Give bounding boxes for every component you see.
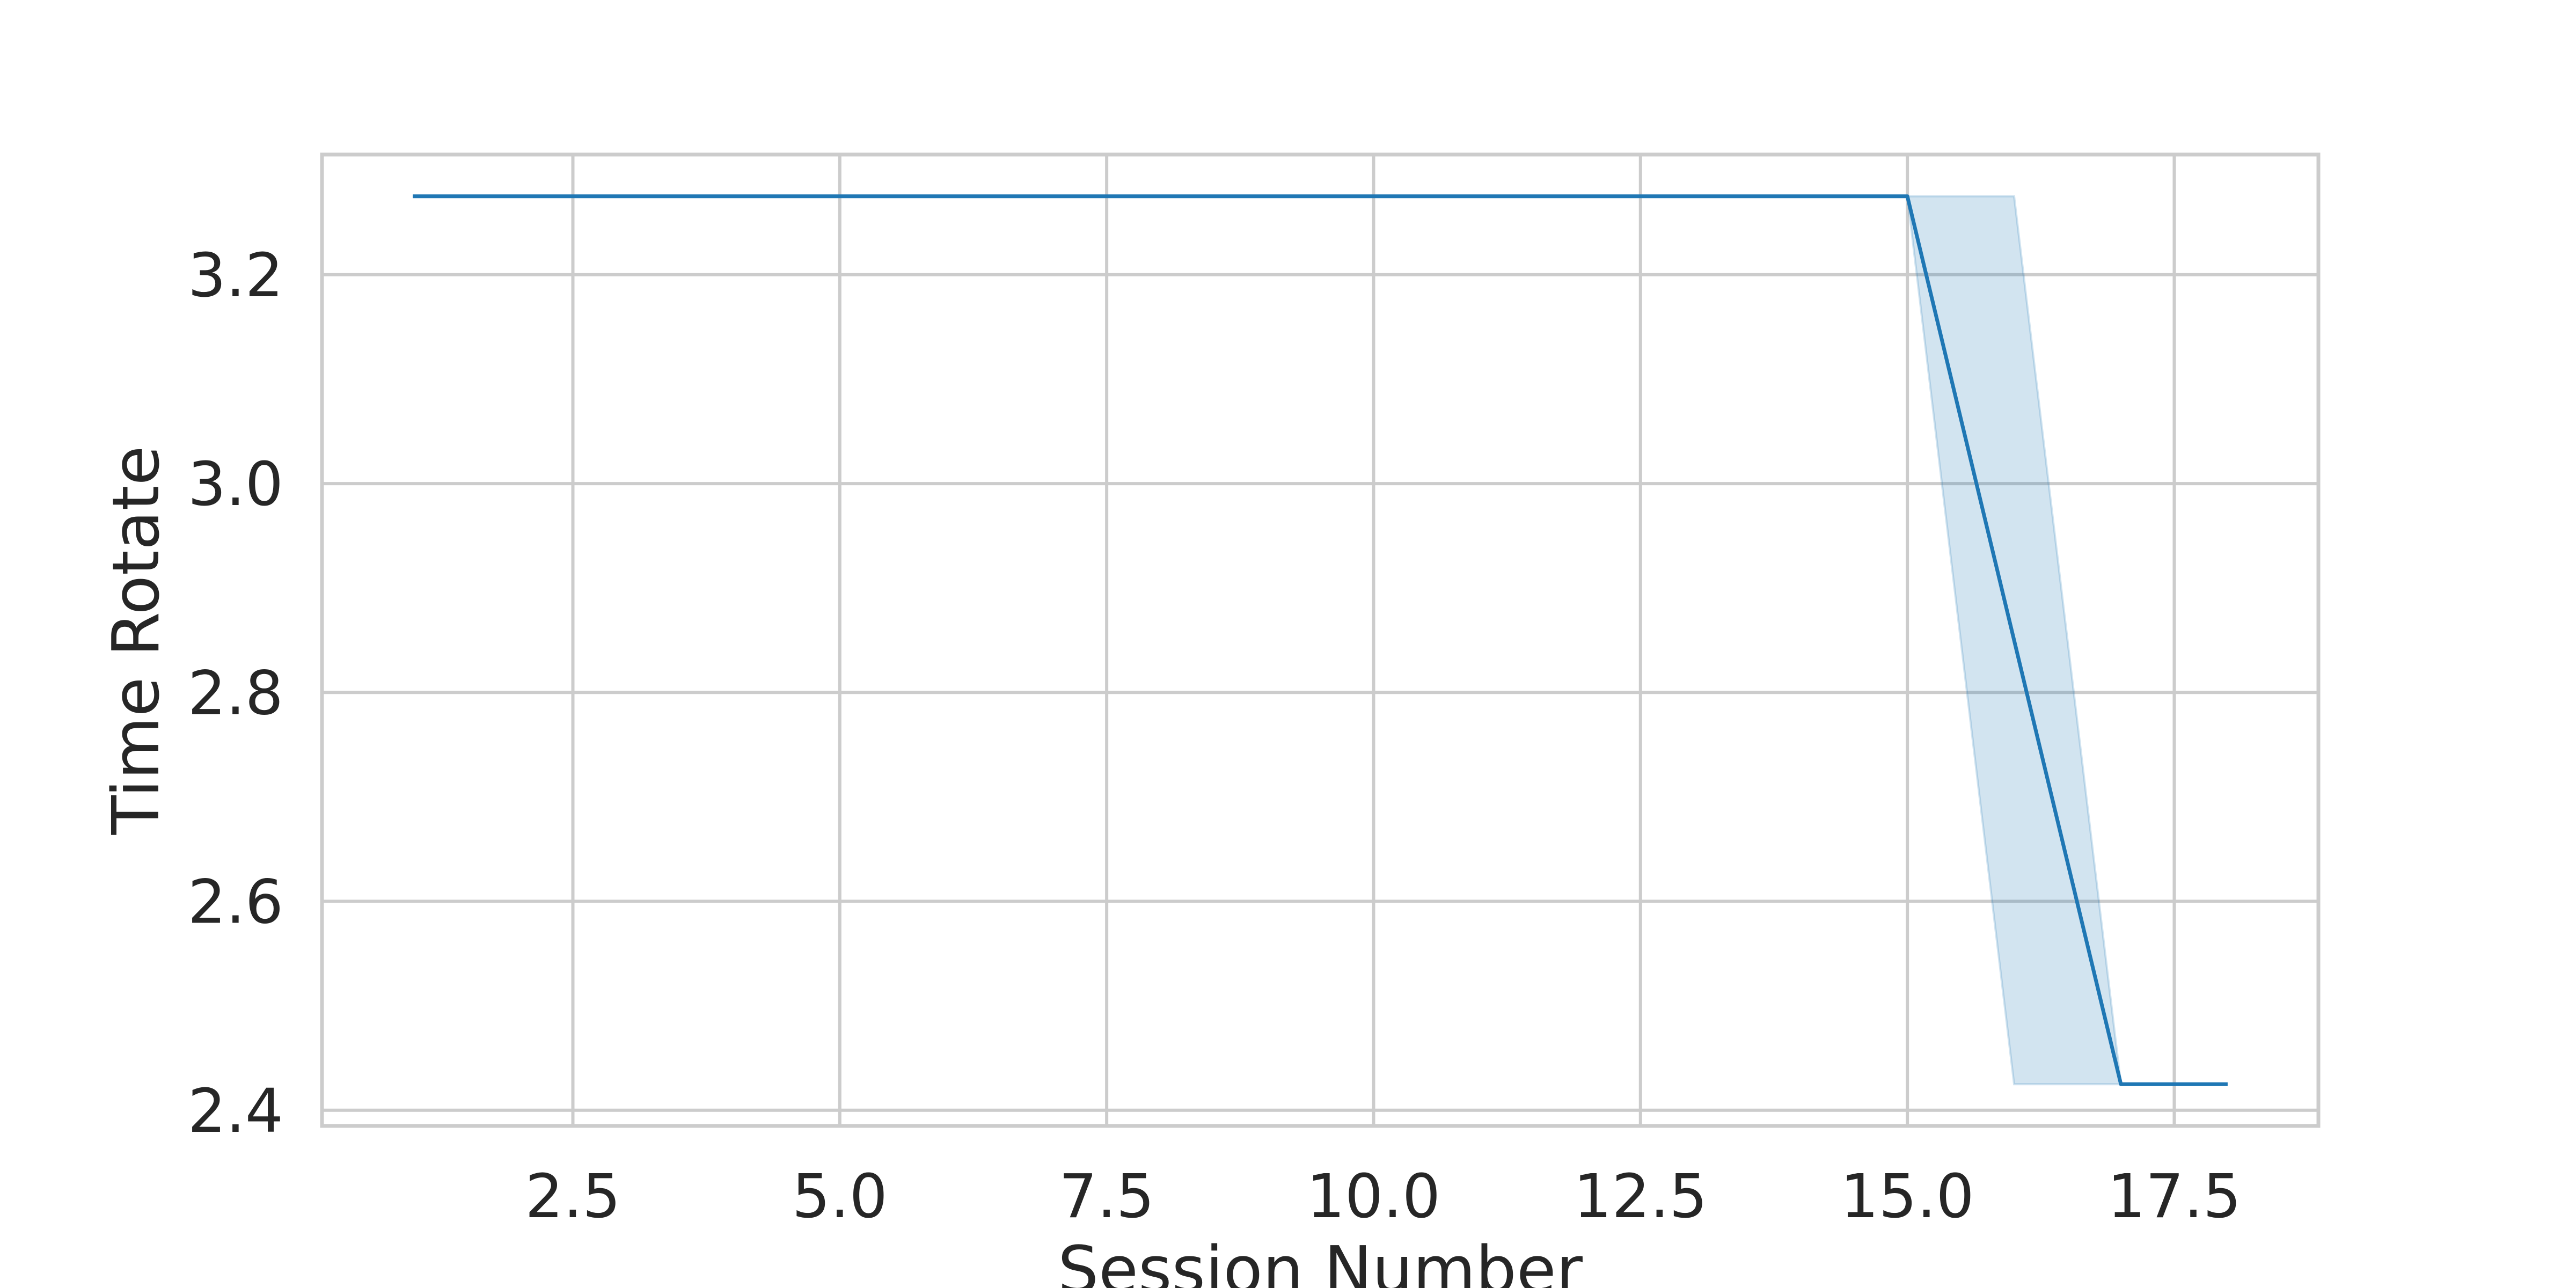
x-tick-label: 2.5 [525, 1162, 620, 1232]
y-tick-label: 2.8 [188, 658, 283, 728]
x-tick-label: 12.5 [1574, 1162, 1707, 1232]
series-line [413, 194, 2228, 1086]
y-tick-labels: 2.4 2.6 2.8 3.0 3.2 [188, 241, 283, 1146]
x-tick-label: 7.5 [1059, 1162, 1154, 1232]
grid-lines [322, 155, 2318, 1126]
series-layer [413, 194, 2228, 1086]
y-tick-label: 2.4 [188, 1077, 283, 1146]
y-tick-label: 2.6 [188, 868, 283, 938]
y-tick-label: 3.2 [188, 241, 283, 311]
y-tick-label: 3.0 [188, 450, 283, 519]
confidence-band [413, 195, 2228, 1086]
x-tick-label: 17.5 [2107, 1162, 2241, 1232]
x-tick-label: 15.0 [1840, 1162, 1974, 1232]
x-tick-labels: 2.5 5.0 7.5 10.0 12.5 15.0 17.5 [525, 1162, 2241, 1232]
x-tick-label: 10.0 [1307, 1162, 1440, 1232]
plot-frame [320, 152, 2321, 1128]
x-axis-label: Session Number [1058, 1233, 1583, 1288]
x-tick-label: 5.0 [792, 1162, 888, 1232]
y-axis-label: Time Rotate [99, 446, 174, 836]
